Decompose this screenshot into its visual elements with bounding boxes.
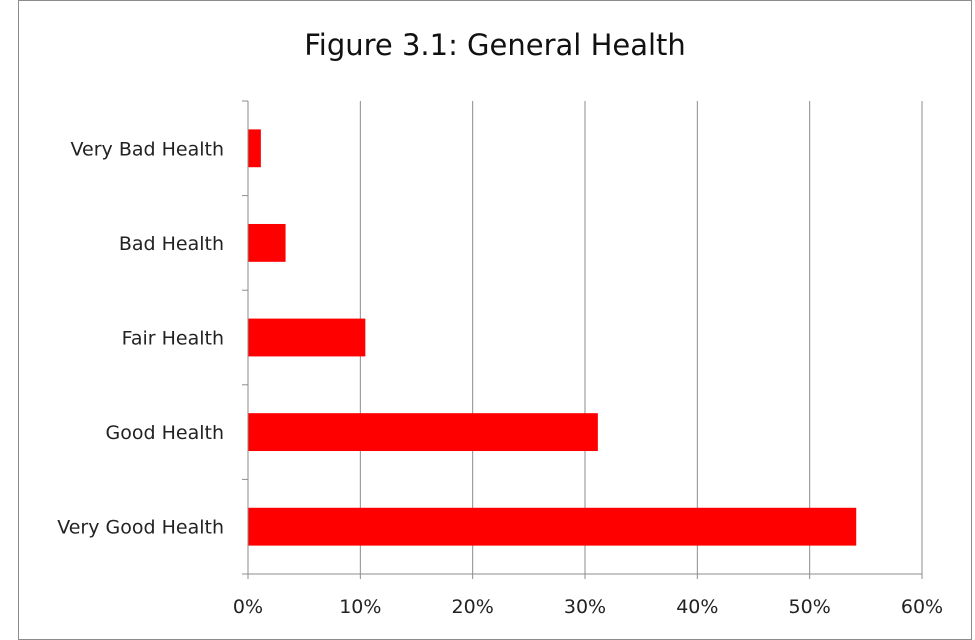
grid-layer (359, 101, 923, 574)
category-label: Fair Health (122, 328, 224, 350)
bar (248, 318, 366, 357)
bar-layer (248, 129, 857, 546)
category-label: Very Good Health (57, 517, 224, 539)
category-label: Good Health (106, 422, 224, 444)
category-label: Very Bad Health (71, 138, 224, 160)
x-tick-label: 20% (452, 596, 494, 618)
bar (248, 129, 261, 168)
label-layer: 0% 10% 20% 30% 40% 50% 60% Very Bad Health Bad H… (57, 138, 943, 618)
x-tick-label: 0% (233, 596, 263, 618)
x-tick-label: 10% (339, 596, 381, 618)
bar (248, 223, 286, 262)
x-tick-label: 60% (901, 596, 943, 618)
x-tick-label: 30% (564, 596, 606, 618)
x-tick-label: 50% (789, 596, 831, 618)
category-label: Bad Health (119, 233, 224, 255)
axis-layer (242, 100, 923, 579)
x-tick-label: 40% (676, 596, 718, 618)
bar (248, 507, 857, 546)
chart-title: Figure 3.1: General Health (304, 28, 686, 62)
bar (248, 413, 598, 452)
